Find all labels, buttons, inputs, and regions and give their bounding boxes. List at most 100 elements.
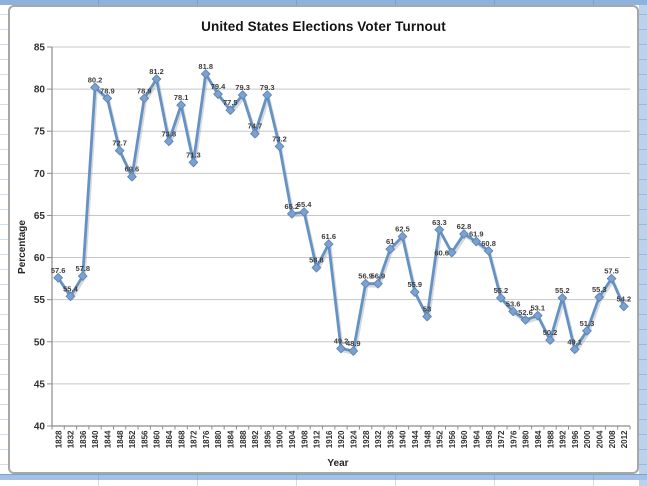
data-point-marker[interactable] [569, 344, 580, 355]
data-point-marker[interactable] [65, 291, 76, 302]
data-point-marker[interactable] [102, 93, 113, 104]
x-tick-label: 1844 [104, 430, 113, 448]
x-tick-label: 1876 [202, 430, 211, 448]
data-point-marker[interactable] [409, 287, 420, 298]
worksheet-right-column-edge [639, 0, 647, 486]
data-point-label: 73.8 [162, 129, 177, 138]
data-point-marker[interactable] [495, 293, 506, 303]
data-point-marker[interactable] [557, 293, 568, 303]
y-tick-label: 85 [34, 43, 46, 54]
data-point-marker[interactable] [299, 207, 310, 218]
data-point-marker[interactable] [188, 157, 199, 168]
data-point-label: 77.5 [223, 98, 238, 107]
data-point-marker[interactable] [90, 82, 100, 93]
data-point-label: 60.6 [434, 249, 449, 258]
y-tick-label: 50 [34, 337, 46, 348]
x-tick-label: 1848 [116, 430, 125, 448]
data-point-marker[interactable] [545, 335, 556, 346]
x-tick-label: 1860 [153, 430, 162, 448]
x-axis-title: Year [327, 458, 348, 469]
data-point-marker[interactable] [606, 273, 617, 284]
x-tick-label: 2012 [620, 430, 629, 448]
x-tick-label: 1880 [214, 430, 223, 448]
data-point-marker[interactable] [360, 278, 371, 289]
data-point-label: 81.2 [149, 67, 164, 76]
x-tick-label: 1828 [54, 430, 63, 448]
data-point-label: 55.9 [407, 280, 422, 289]
data-point-marker[interactable] [200, 69, 211, 79]
x-tick-label: 1944 [411, 430, 420, 448]
data-point-marker[interactable] [237, 90, 248, 100]
data-point-marker[interactable] [176, 100, 187, 111]
data-point-label: 54.2 [617, 294, 632, 303]
data-point-label: 79.4 [211, 82, 226, 91]
data-point-marker[interactable] [274, 141, 285, 152]
x-tick-label: 1940 [399, 430, 408, 448]
x-tick-label: 1920 [337, 430, 346, 448]
data-point-marker[interactable] [618, 301, 629, 312]
y-tick-label: 75 [34, 127, 46, 138]
x-tick-label: 2000 [583, 430, 592, 448]
data-point-label: 52.6 [518, 308, 533, 317]
y-tick-label: 65 [34, 211, 46, 222]
x-tick-label: 1888 [239, 430, 248, 448]
data-point-marker[interactable] [262, 90, 273, 100]
data-point-marker[interactable] [348, 346, 359, 356]
data-point-marker[interactable] [77, 271, 88, 282]
y-tick-label: 60 [34, 253, 46, 264]
data-point-marker[interactable] [582, 325, 592, 336]
data-point-label: 78.9 [137, 86, 152, 95]
x-tick-label: 1964 [472, 430, 481, 448]
data-point-marker[interactable] [336, 343, 346, 354]
data-point-label: 58.8 [309, 256, 324, 265]
data-point-marker[interactable] [114, 145, 125, 156]
data-point-marker[interactable] [53, 272, 64, 283]
x-tick-label: 1892 [251, 430, 260, 448]
x-tick-label: 1912 [313, 430, 322, 448]
x-tick-label: 1840 [91, 430, 100, 448]
x-tick-label: 1976 [509, 430, 518, 448]
data-point-marker[interactable] [372, 278, 383, 289]
chart-object[interactable]: United States Elections Voter Turnout 40… [8, 5, 639, 474]
series-layer [53, 69, 629, 356]
data-point-marker[interactable] [139, 93, 150, 104]
data-point-label: 56.9 [371, 272, 386, 281]
x-tick-label: 1832 [67, 430, 76, 448]
data-point-marker[interactable] [459, 229, 469, 239]
data-point-marker[interactable] [520, 314, 531, 325]
data-point-marker[interactable] [286, 208, 297, 219]
data-point-marker[interactable] [311, 262, 322, 273]
data-point-marker[interactable] [594, 292, 605, 303]
x-tick-label: 1992 [559, 430, 568, 448]
data-point-marker[interactable] [151, 74, 162, 84]
data-point-marker[interactable] [471, 236, 482, 247]
worksheet-top-row-edge [0, 0, 647, 5]
data-point-label: 48.9 [346, 339, 361, 348]
data-point-marker[interactable] [508, 306, 519, 317]
data-point-marker[interactable] [483, 245, 494, 256]
data-point-marker[interactable] [532, 310, 543, 321]
data-point-marker[interactable] [213, 89, 223, 100]
data-point-marker[interactable] [434, 224, 445, 235]
y-tick-label: 40 [34, 422, 46, 433]
data-point-marker[interactable] [422, 311, 433, 322]
data-point-label: 81.8 [198, 62, 213, 71]
data-point-marker[interactable] [126, 171, 137, 182]
x-tick-label: 1856 [140, 430, 149, 448]
data-point-label: 69.6 [125, 165, 140, 174]
data-point-marker[interactable] [249, 128, 260, 139]
data-point-label: 53.1 [530, 304, 545, 313]
x-tick-label: 1956 [448, 430, 457, 448]
data-point-label: 78.1 [174, 93, 189, 102]
data-point-marker[interactable] [397, 231, 408, 242]
data-point-marker[interactable] [446, 247, 457, 258]
data-point-marker[interactable] [323, 239, 334, 250]
data-point-label: 65.4 [297, 200, 312, 209]
data-point-label: 79.3 [235, 83, 250, 92]
x-tick-label: 2008 [608, 430, 617, 448]
data-point-label: 55.2 [494, 286, 509, 295]
x-tick-label: 1928 [362, 430, 371, 448]
data-point-marker[interactable] [385, 244, 396, 255]
data-point-marker[interactable] [225, 105, 236, 116]
data-point-marker[interactable] [163, 136, 174, 147]
